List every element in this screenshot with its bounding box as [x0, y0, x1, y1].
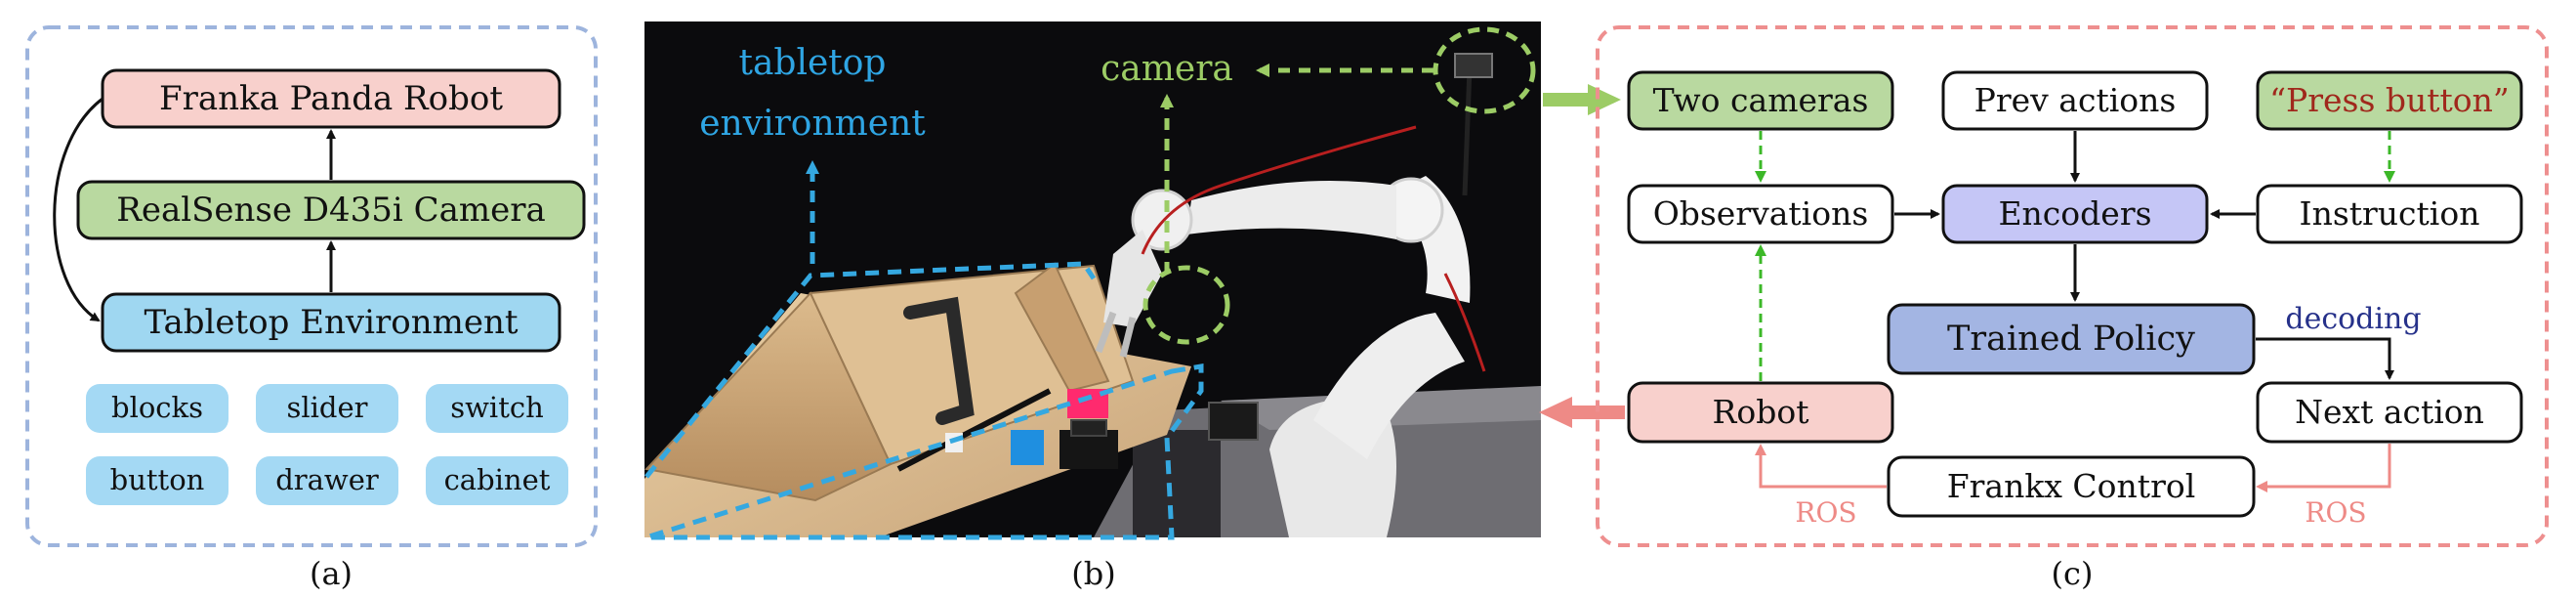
trained-policy-label: Trained Policy — [1947, 320, 2195, 359]
overhead-camera-ellipse — [1433, 26, 1536, 114]
caption-b: (b) — [1071, 555, 1115, 592]
object-label-cabinet: cabinet — [444, 463, 551, 496]
object-label-slider: slider — [286, 391, 367, 424]
observations-box — [1627, 184, 1894, 244]
label-tabletop: tabletop — [739, 43, 887, 83]
camera-pole — [1462, 67, 1473, 196]
press-button-label: “Press button” — [2269, 81, 2510, 119]
panel-c: Two cameras Prev actions “Press button” … — [1596, 25, 2549, 592]
tabletop-environment-label: Tabletop Environment — [144, 303, 518, 342]
blue-block — [1011, 430, 1044, 465]
instruction-box — [2256, 184, 2523, 244]
two-cameras-label: Two cameras — [1653, 81, 1869, 119]
object-label-switch: switch — [450, 391, 544, 424]
object-chip-drawer — [256, 456, 398, 505]
drawer-handle — [903, 296, 975, 425]
prev-actions-label: Prev actions — [1974, 81, 2177, 119]
object-label-drawer: drawer — [275, 463, 379, 496]
robot-forearm — [1186, 181, 1396, 239]
realsense-camera-box — [76, 180, 586, 240]
encoders-label: Encoders — [1998, 194, 2151, 233]
object-chip-button — [86, 456, 229, 505]
caption-a: (a) — [310, 555, 353, 592]
arrow-robot-to-env — [53, 97, 104, 322]
robot-joint-wrist — [1131, 189, 1193, 251]
press-button-box — [2256, 70, 2523, 131]
caption-c: (c) — [2052, 555, 2094, 592]
franka-robot-label: Franka Panda Robot — [159, 79, 503, 118]
tabletop-environment-box — [101, 292, 561, 353]
panel-c-border — [1596, 25, 2549, 547]
ros-left-label: ROS — [1795, 496, 1856, 529]
two-cameras-box — [1627, 70, 1894, 131]
object-chips: blocks slider switch button drawer cabin… — [86, 384, 568, 505]
arrow-robot-to-photo-head — [1539, 397, 1572, 428]
robot-cable — [1141, 125, 1486, 372]
ros-right-label: ROS — [2305, 496, 2366, 529]
button-top — [1070, 419, 1107, 437]
prev-actions-box — [1941, 70, 2209, 131]
decoding-label: decoding — [2285, 302, 2421, 336]
observations-label: Observations — [1653, 194, 1869, 233]
robot-gripper — [1095, 311, 1137, 358]
next-action-box — [2256, 381, 2523, 444]
robot-box — [1627, 381, 1894, 444]
realsense-camera-label: RealSense D435i Camera — [116, 191, 546, 230]
trained-policy-box — [1887, 303, 2256, 375]
dark-block — [1133, 430, 1221, 537]
frankx-control-label: Frankx Control — [1947, 467, 2196, 505]
object-chip-slider — [256, 384, 398, 433]
encoders-box — [1941, 184, 2209, 244]
object-chip-switch — [426, 384, 568, 433]
slider-rail — [896, 388, 1052, 472]
panel-a-border — [25, 25, 598, 547]
object-chip-blocks — [86, 384, 229, 433]
arrow-next-action-to-frankx — [2256, 444, 2391, 492]
object-label-blocks: blocks — [111, 391, 203, 424]
arrow-frankx-to-robot — [1755, 444, 1887, 489]
label-environment: environment — [699, 104, 926, 144]
frankx-control-box — [1887, 455, 2256, 518]
overhead-camera — [1454, 53, 1493, 78]
panel-a: Franka Panda Robot RealSense D435i Camer… — [25, 25, 598, 592]
instruction-label: Instruction — [2300, 194, 2480, 233]
stand-object — [1208, 402, 1259, 441]
robot-label: Robot — [1713, 393, 1809, 431]
object-chip-cabinet — [426, 456, 568, 505]
robot-link-lower — [1313, 313, 1465, 459]
arrow-photo-to-cameras-head — [1588, 84, 1621, 115]
tabletop-dashed-outline — [644, 261, 1204, 540]
wood-cabinet-right — [1014, 262, 1110, 393]
next-action-label: Next action — [2295, 393, 2484, 431]
robot-arm — [1095, 125, 1486, 537]
arrow-policy-to-next-action — [2256, 337, 2394, 380]
panel-b: tabletop environment camera (b) — [644, 21, 1541, 592]
robot-hand — [1103, 230, 1162, 327]
label-camera: camera — [1101, 49, 1233, 89]
object-label-button: button — [110, 463, 205, 496]
wrist-camera-ellipse — [1143, 265, 1230, 345]
